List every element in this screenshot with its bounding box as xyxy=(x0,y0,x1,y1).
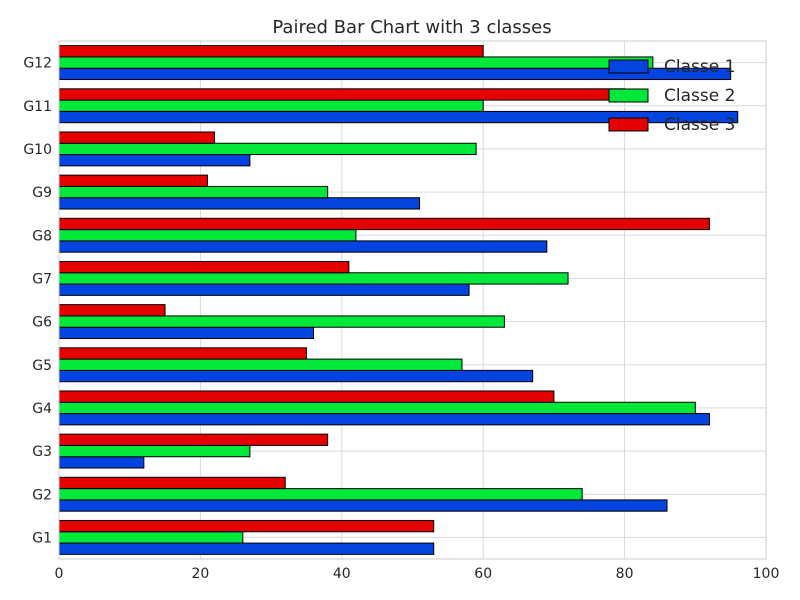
x-tick-label: 60 xyxy=(474,566,492,582)
plot-frame xyxy=(58,40,767,560)
chart-title: Paired Bar Chart with 3 classes xyxy=(272,17,551,38)
bar-g5-series-2 xyxy=(58,358,463,371)
bar-g8-series-2 xyxy=(58,229,357,242)
x-tick-label: 80 xyxy=(616,566,634,582)
bar-g3-series-2 xyxy=(58,444,251,458)
x-tick-label: 0 xyxy=(55,566,64,582)
legend-label: Classe 3 xyxy=(664,115,735,135)
y-tick-label: G1 xyxy=(32,530,52,546)
bar-g10-series-1 xyxy=(58,154,251,167)
y-tick-label: G6 xyxy=(32,315,52,331)
y-tick-label: G8 xyxy=(32,228,52,244)
bars xyxy=(58,45,739,555)
bar-g7-series-1 xyxy=(58,283,470,296)
bar-g3-series-3 xyxy=(58,433,329,446)
x-tick-label: 100 xyxy=(753,566,780,582)
bar-g2-series-2 xyxy=(58,488,583,501)
x-tick-label: 20 xyxy=(191,566,209,582)
y-tick-label: G10 xyxy=(23,142,52,158)
y-tick-label: G9 xyxy=(32,185,52,201)
bar-g9-series-3 xyxy=(58,174,208,187)
bar-g8-series-1 xyxy=(58,240,548,253)
bar-g6-series-2 xyxy=(58,315,505,328)
bar-g8-series-3 xyxy=(58,217,710,231)
bar-g3-series-1 xyxy=(58,456,145,469)
bar-g5-series-1 xyxy=(58,369,534,383)
bar-g9-series-2 xyxy=(58,185,329,199)
bar-g11-series-3 xyxy=(58,88,626,101)
bar-g6-series-3 xyxy=(58,304,166,317)
y-tick-label: G3 xyxy=(32,444,52,460)
y-tick-label: G5 xyxy=(32,358,52,374)
bar-g6-series-1 xyxy=(58,326,315,340)
bar-g1-series-1 xyxy=(58,542,435,555)
bar-g4-series-1 xyxy=(58,413,710,426)
legend-swatch xyxy=(608,88,649,103)
bar-g12-series-2 xyxy=(58,56,654,69)
bar-g4-series-3 xyxy=(58,390,555,403)
bar-g2-series-1 xyxy=(58,499,668,512)
x-tick-label: 40 xyxy=(333,566,351,582)
bar-g12-series-3 xyxy=(58,45,484,58)
y-tick-label: G12 xyxy=(23,56,52,72)
bar-g7-series-2 xyxy=(58,272,569,285)
y-tick-label: G11 xyxy=(23,99,52,115)
x-axis-ticks: 0 20 40 60 80 100 xyxy=(55,566,780,582)
y-tick-label: G7 xyxy=(32,271,52,287)
bar-g1-series-3 xyxy=(58,519,435,533)
y-tick-label: G2 xyxy=(32,487,52,503)
y-tick-label: G4 xyxy=(32,401,52,417)
bar-g5-series-3 xyxy=(58,347,307,360)
bar-g9-series-1 xyxy=(58,197,421,210)
legend-swatch xyxy=(608,117,649,132)
legend-label: Classe 1 xyxy=(664,57,735,77)
legend: Classe 1 Classe 2 Classe 3 xyxy=(608,57,735,135)
bar-g10-series-2 xyxy=(58,142,477,156)
bar-g7-series-3 xyxy=(58,260,350,274)
bar-g1-series-2 xyxy=(58,531,244,544)
legend-label: Classe 2 xyxy=(664,86,735,106)
y-axis-ticks: G1 G2 G3 G4 G5 G6 G7 G8 G9 G10 G11 G12 xyxy=(23,56,52,547)
bar-g2-series-3 xyxy=(58,476,286,490)
legend-swatch xyxy=(608,59,649,74)
bar-g11-series-2 xyxy=(58,99,484,112)
bar-g10-series-3 xyxy=(58,131,216,144)
bar-g4-series-2 xyxy=(58,401,696,415)
